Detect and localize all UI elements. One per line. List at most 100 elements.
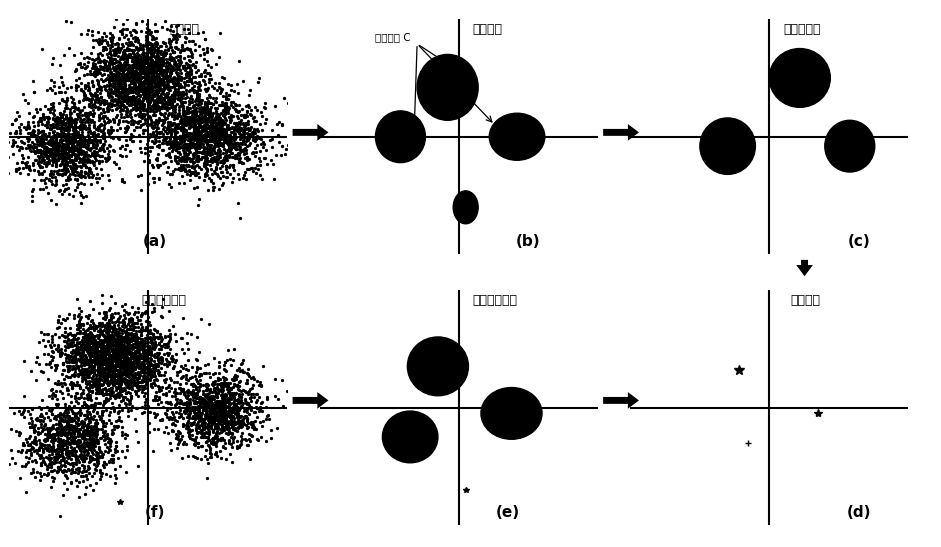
Point xyxy=(128,80,143,89)
Point xyxy=(120,394,135,403)
Point xyxy=(119,358,134,367)
Point xyxy=(130,83,145,92)
Point xyxy=(153,62,168,71)
Point xyxy=(101,171,116,180)
Point xyxy=(72,97,87,106)
Point xyxy=(48,142,63,151)
Point xyxy=(230,366,245,375)
Point xyxy=(105,458,120,467)
Point xyxy=(99,376,114,385)
Point xyxy=(96,355,111,364)
Point xyxy=(195,123,210,132)
Point xyxy=(182,424,197,433)
Point xyxy=(43,425,58,434)
Point xyxy=(56,359,71,368)
Point xyxy=(122,52,137,61)
Point xyxy=(131,355,146,364)
Point xyxy=(175,40,190,49)
Point xyxy=(125,370,140,379)
Point xyxy=(164,67,179,75)
Point xyxy=(182,411,197,420)
Point xyxy=(107,363,122,371)
Point xyxy=(155,146,170,154)
Point xyxy=(69,154,84,163)
Point xyxy=(120,329,136,337)
Point xyxy=(223,414,238,422)
Point xyxy=(67,135,82,143)
Point xyxy=(137,389,152,398)
Point xyxy=(62,115,77,124)
Point xyxy=(178,156,193,165)
Point xyxy=(187,397,202,405)
Point xyxy=(46,138,61,147)
Point xyxy=(186,403,201,412)
Point xyxy=(46,423,61,432)
Point xyxy=(79,441,94,450)
Point xyxy=(169,124,184,132)
Point xyxy=(117,79,132,88)
Point xyxy=(205,408,220,417)
Point xyxy=(140,402,155,411)
Point xyxy=(100,107,115,115)
Point xyxy=(215,115,230,124)
Point xyxy=(46,413,61,422)
Point xyxy=(227,381,242,389)
Point xyxy=(142,344,157,352)
Point xyxy=(128,70,143,79)
Point xyxy=(144,54,159,63)
Point xyxy=(120,363,135,372)
Point xyxy=(159,77,174,86)
Point xyxy=(215,385,230,393)
Point xyxy=(124,133,139,142)
Point xyxy=(76,399,91,408)
Point xyxy=(221,104,236,113)
Point xyxy=(186,129,201,138)
Point xyxy=(193,126,208,135)
Point xyxy=(98,60,113,69)
Point xyxy=(125,358,140,366)
Point xyxy=(116,95,131,103)
Point xyxy=(115,369,130,377)
Point xyxy=(27,146,42,155)
Point xyxy=(198,171,213,180)
Point xyxy=(182,119,197,128)
Point xyxy=(51,416,66,425)
Point xyxy=(95,95,110,104)
Point xyxy=(267,101,282,110)
Point xyxy=(126,378,141,387)
Point xyxy=(167,400,183,409)
Point xyxy=(210,85,225,94)
Point xyxy=(94,425,109,434)
Point xyxy=(34,328,49,336)
Point xyxy=(95,134,110,143)
Point xyxy=(157,343,172,352)
Point xyxy=(184,434,199,443)
Point xyxy=(225,127,240,136)
Point xyxy=(48,132,63,141)
Point xyxy=(75,388,90,397)
Point xyxy=(180,104,195,113)
Point xyxy=(224,394,239,403)
Point xyxy=(12,428,27,437)
Point xyxy=(39,152,54,161)
Point xyxy=(88,174,104,183)
Point xyxy=(120,95,136,103)
Point xyxy=(115,405,130,414)
Point xyxy=(25,112,40,121)
Point xyxy=(100,394,115,403)
Point xyxy=(39,433,54,442)
Point xyxy=(112,345,127,353)
Point xyxy=(218,161,233,170)
Point xyxy=(210,408,225,416)
Point xyxy=(163,42,178,51)
Point xyxy=(95,63,110,72)
Point xyxy=(194,397,209,405)
Point xyxy=(41,451,56,459)
Point xyxy=(82,384,97,393)
Point xyxy=(161,71,176,80)
Point xyxy=(125,63,140,72)
Point xyxy=(48,121,63,130)
Point xyxy=(136,68,151,77)
Point xyxy=(53,160,68,169)
Point xyxy=(162,77,177,86)
